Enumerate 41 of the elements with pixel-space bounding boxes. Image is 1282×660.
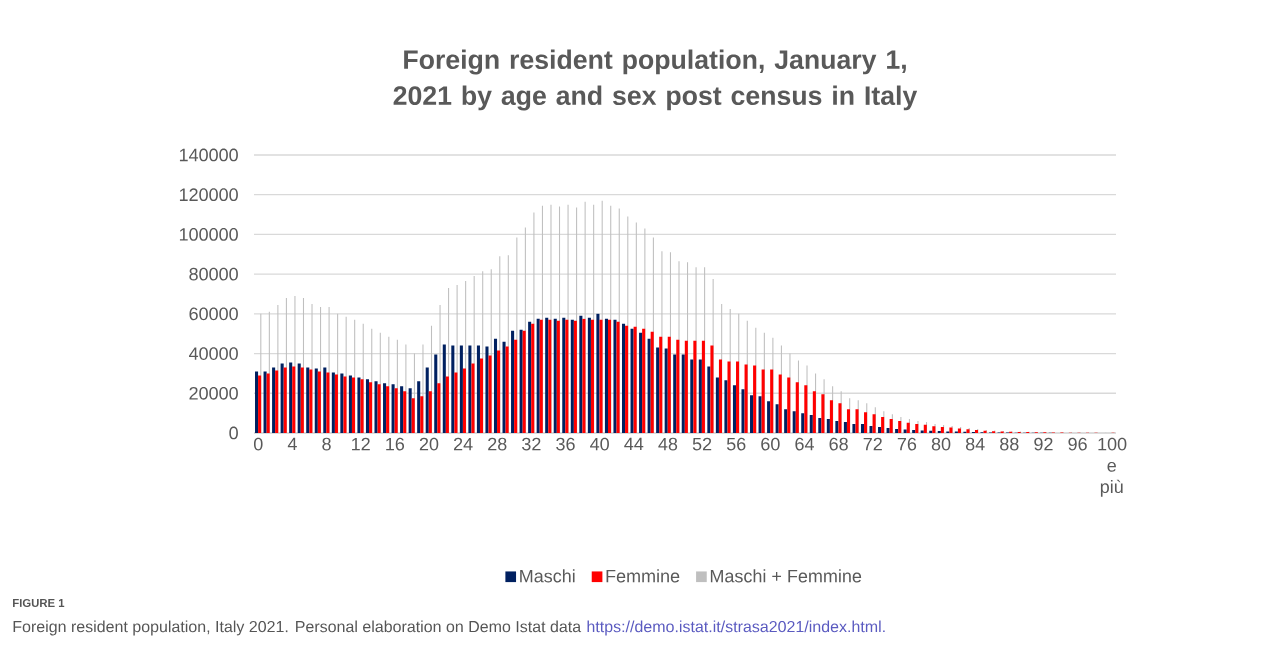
x-tick-label: 72	[863, 437, 882, 451]
y-tick-label: 0	[229, 426, 238, 440]
y-tick-label: 140000	[179, 148, 238, 162]
chart-title: Foreign resident population, January 1, 2021 by age and sex post census in Italy	[393, 49, 918, 111]
x-tick-label: 80	[931, 437, 951, 451]
text: Foreign resident population, Italy 2021. Personal elaboration on Demo Istat data	[13, 620, 582, 636]
x-tick-label: 76	[897, 437, 917, 451]
x-tick-label: 48	[658, 437, 678, 451]
x-tick-label: 0	[253, 437, 263, 451]
y-tick-label: 40000	[189, 347, 238, 360]
x-tick-label: 84	[965, 437, 985, 451]
legend-label: Maschi + Femmine	[710, 569, 862, 583]
x-tick-label: 36	[556, 437, 575, 451]
x-tick-label: 16	[386, 437, 405, 451]
x-tick-label: 4	[287, 437, 297, 451]
x-tick-label: 68	[829, 437, 848, 451]
x-tick-label: 88	[1000, 437, 1019, 451]
x-tick-label: 60	[761, 437, 780, 451]
y-tick-label: 60000	[189, 307, 238, 321]
x-tick-label: 12	[352, 437, 370, 451]
x-tick-label: 40	[590, 437, 609, 451]
x-tick-label: 8	[322, 437, 331, 451]
x-tick-label: 28	[488, 437, 507, 451]
x-tick-label: 96	[1068, 437, 1087, 451]
legend-label: Femmine	[606, 569, 680, 583]
x-tick-label: 56	[726, 437, 746, 451]
x-tick-label: 64	[795, 437, 814, 451]
y-tick-label: 20000	[189, 386, 238, 400]
x-tick-label: 32	[522, 437, 541, 451]
y-tick-label: 120000	[179, 188, 238, 202]
x-tick-label: 44	[624, 437, 644, 451]
x-tick-label: 24	[453, 437, 473, 451]
y-tick-label: 80000	[189, 267, 238, 281]
x-tick-label: 52	[692, 437, 712, 451]
x-tick-label: 92	[1034, 437, 1053, 451]
text: https://demo.istat.it/strasa2021/index.html.	[587, 620, 885, 636]
x-tick-label: 100 e più	[1098, 437, 1127, 497]
x-tick-label: 20	[419, 437, 439, 451]
y-tick-label: 100000	[179, 228, 238, 241]
caption: FIGURE 1	[13, 598, 65, 607]
legend-label: Maschi	[520, 569, 575, 583]
